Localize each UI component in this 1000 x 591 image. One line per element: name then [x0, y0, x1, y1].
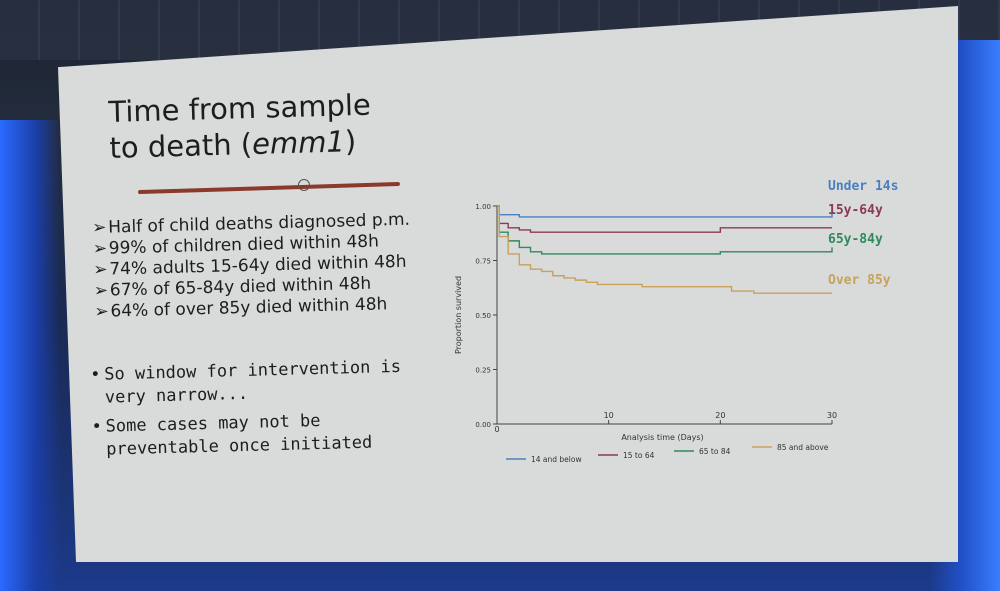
- series-annotation-65to84: 65y-84y: [828, 232, 883, 247]
- series-line-over85: [497, 205, 832, 294]
- series-line-15to64: [497, 205, 832, 233]
- series-annotation-under14: Under 14s: [828, 179, 898, 194]
- x-tick-label: 20: [715, 411, 725, 420]
- legend-label: 85 and above: [777, 443, 829, 452]
- x-tick-label: 0: [494, 425, 499, 434]
- y-axis-label: Proportion survived: [454, 276, 463, 354]
- pointer-mark-icon: [298, 179, 310, 191]
- x-tick-label: 10: [604, 411, 614, 420]
- y-tick-label: 0.00: [475, 421, 491, 429]
- legend-label: 15 to 64: [623, 451, 655, 460]
- series-line-under14: [497, 205, 833, 218]
- y-tick-label: 0.50: [475, 312, 491, 320]
- legend-label: 14 and below: [531, 455, 582, 464]
- legend-label: 65 to 84: [699, 447, 731, 456]
- y-tick-label: 1.00: [475, 203, 491, 211]
- x-axis-label: Analysis time (Days): [621, 433, 703, 442]
- series-annotation-15to64: 15y-64y: [828, 203, 883, 218]
- stage-light-left: [0, 120, 60, 591]
- projection-screen: [58, 6, 958, 562]
- series-annotation-over85: Over 85y: [828, 273, 891, 288]
- y-tick-label: 0.25: [475, 367, 491, 375]
- x-tick-label: 30: [827, 411, 837, 420]
- series-line-65to84: [497, 205, 833, 255]
- y-tick-label: 0.75: [475, 258, 491, 266]
